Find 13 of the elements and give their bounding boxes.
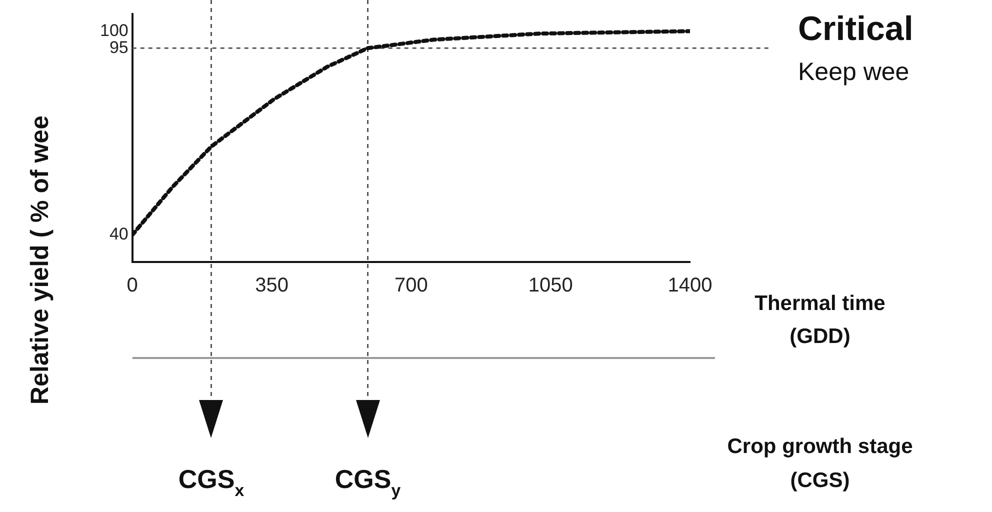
text: Critical: [798, 10, 914, 48]
y-axis-title: Relative yield ( % of wee: [26, 115, 54, 404]
x-tick-label: 700: [394, 274, 428, 297]
x-tick-label: 1050: [528, 274, 573, 297]
text: Keep wee: [798, 58, 910, 86]
y-tick-label: 40: [109, 224, 128, 244]
x-axis-title: Thermal time (GDD): [754, 292, 886, 348]
text: Crop growth stage (CGS): [727, 435, 913, 492]
x-tick-label: 0: [126, 274, 138, 297]
y-tick-label: 100: [100, 20, 128, 40]
y-tick-label: 95: [109, 38, 128, 57]
x-tick-label: 350: [255, 274, 288, 297]
x-tick-label: 1400: [668, 274, 712, 297]
